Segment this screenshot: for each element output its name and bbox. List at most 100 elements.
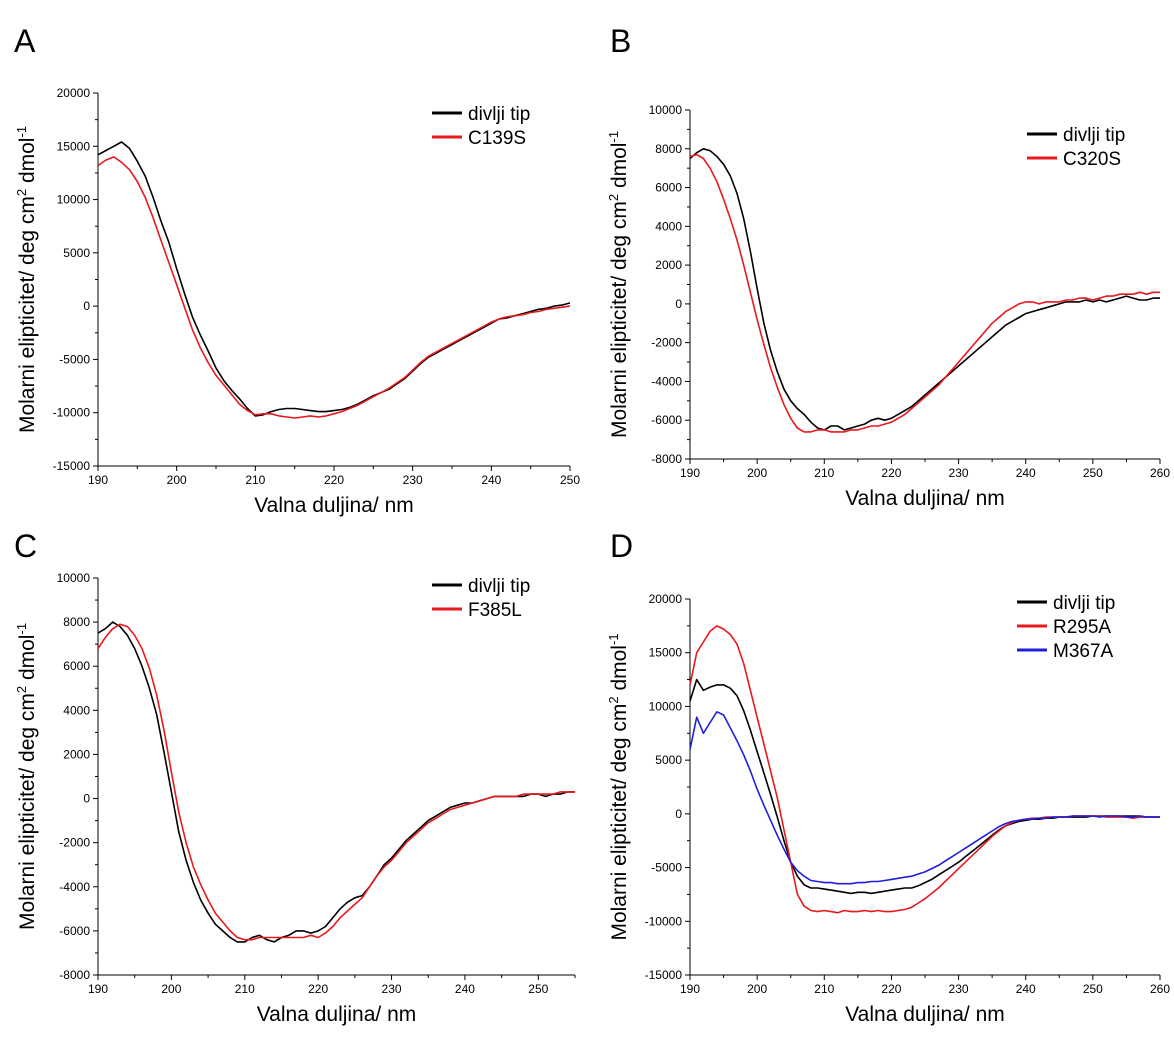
- y-tick-label: -8000: [59, 968, 90, 982]
- legend-label: divlji tip: [468, 576, 530, 597]
- y-axis-title: Molarni elipticitet/ deg cm2 dmol-1: [14, 126, 39, 433]
- x-tick-label: 190: [88, 982, 108, 996]
- y-tick-label: -5000: [651, 861, 682, 875]
- y-tick-label: -4000: [651, 374, 682, 388]
- y-tick-label: 8000: [655, 142, 682, 156]
- y-axis-title: Molarni elipticitet/ deg cm2 dmol-1: [606, 131, 631, 438]
- x-tick-label: 240: [481, 473, 501, 487]
- x-tick-label: 240: [1016, 466, 1036, 480]
- x-tick-label: 260: [1150, 982, 1170, 996]
- x-axis-title: Valna duljina/ nm: [845, 487, 1005, 510]
- y-axis-title: Molarni elipticitet/ deg cm2 dmol-1: [14, 623, 39, 930]
- x-tick-label: 210: [245, 473, 265, 487]
- y-tick-label: 0: [83, 299, 90, 313]
- y-axis-title: Molarni elipticitet/ deg cm2 dmol-1: [606, 633, 631, 940]
- x-tick-label: 240: [1016, 982, 1036, 996]
- series-line-m367a: [689, 710, 1160, 885]
- x-tick-label: 190: [88, 473, 108, 487]
- legend-label: R295A: [1053, 617, 1111, 638]
- y-axis-title-main: Molarni elipticitet/ deg cm: [608, 704, 631, 941]
- panel-letter: D: [610, 528, 633, 564]
- y-tick-label: -10000: [645, 914, 683, 928]
- series-line-f385l: [97, 623, 575, 941]
- x-tick-label: 210: [814, 466, 834, 480]
- x-axis-title: Valna duljina/ nm: [257, 1003, 417, 1026]
- x-tick-label: 200: [161, 982, 181, 996]
- y-tick-label: -2000: [651, 336, 682, 350]
- series-line-c320s: [689, 153, 1160, 433]
- x-tick-label: 200: [167, 473, 187, 487]
- y-tick-label: -8000: [651, 452, 682, 466]
- y-tick-label: 0: [675, 297, 682, 311]
- x-tick-label: 250: [528, 982, 548, 996]
- y-tick-label: -2000: [59, 836, 90, 850]
- y-tick-label: 0: [83, 792, 90, 806]
- chart-panel-c: C 190 200 210 220 230 240 250 -8000 -6000 -4000 -20…: [14, 528, 576, 1026]
- y-axis-title-unit: dmol: [16, 635, 39, 686]
- x-tick-label: 230: [403, 473, 423, 487]
- chart-panel-b: B 190 200 210 220 230 240 250 260 -8000 -6000 -4000…: [606, 23, 1170, 510]
- y-axis-title-unit: dmol: [608, 645, 631, 696]
- y-tick-label: 5000: [655, 753, 682, 767]
- y-tick-label: -6000: [59, 924, 90, 938]
- y-axis-title-main: Molarni elipticitet/ deg cm: [16, 196, 39, 433]
- y-axis-title-sup: -1: [606, 131, 621, 143]
- y-tick-label: 6000: [63, 659, 90, 673]
- y-tick-label: 2000: [655, 258, 682, 272]
- x-tick-label: 230: [382, 982, 402, 996]
- panel-letter: C: [14, 528, 37, 564]
- y-axis-title-unit: dmol: [608, 143, 631, 194]
- y-tick-label: 0: [675, 807, 682, 821]
- x-tick-label: 200: [747, 466, 767, 480]
- series-line-c139s: [97, 156, 571, 419]
- series-line-divlji-tip: [689, 148, 1160, 431]
- y-tick-label: 4000: [63, 703, 90, 717]
- y-axis-title-sup: -1: [14, 623, 29, 635]
- y-tick-label: -10000: [53, 406, 91, 420]
- y-tick-label: -15000: [53, 459, 91, 473]
- x-tick-label: 250: [1083, 466, 1103, 480]
- y-tick-label: 10000: [57, 193, 91, 207]
- series-line-divlji-tip: [689, 678, 1160, 895]
- y-tick-label: 15000: [57, 139, 91, 153]
- x-tick-label: 190: [680, 466, 700, 480]
- y-tick-label: 4000: [655, 219, 682, 233]
- x-tick-label: 250: [1083, 982, 1103, 996]
- x-tick-label: 260: [1150, 466, 1170, 480]
- legend-label: divlji tip: [1063, 125, 1125, 146]
- legend-label: divlji tip: [1053, 593, 1115, 614]
- x-tick-label: 200: [747, 982, 767, 996]
- y-tick-label: 15000: [649, 646, 683, 660]
- legend-label: M367A: [1053, 641, 1114, 662]
- y-axis-title-main: Molarni elipticitet/ deg cm: [16, 693, 39, 930]
- y-axis-title-unit: dmol: [16, 138, 39, 189]
- series-line-divlji-tip: [97, 141, 571, 417]
- y-tick-label: 20000: [57, 86, 91, 100]
- legend-label: F385L: [468, 600, 522, 621]
- x-tick-label: 210: [814, 982, 834, 996]
- y-tick-label: -4000: [59, 880, 90, 894]
- x-tick-label: 210: [235, 982, 255, 996]
- x-axis-title: Valna duljina/ nm: [254, 494, 414, 517]
- y-tick-label: -15000: [645, 968, 683, 982]
- x-tick-label: 190: [680, 982, 700, 996]
- y-axis-title-sup: 2: [606, 194, 621, 201]
- y-tick-label: 20000: [649, 592, 683, 606]
- y-axis-title-sup: -1: [14, 126, 29, 138]
- y-tick-label: 10000: [649, 699, 683, 713]
- panel-letter: A: [14, 23, 36, 59]
- x-tick-label: 230: [949, 466, 969, 480]
- y-tick-label: 6000: [655, 181, 682, 195]
- x-axis-title: Valna duljina/ nm: [845, 1003, 1005, 1026]
- x-tick-label: 220: [881, 466, 901, 480]
- y-axis-title-sup: 2: [606, 696, 621, 703]
- x-tick-label: 230: [949, 982, 969, 996]
- y-tick-label: 10000: [57, 571, 91, 585]
- y-axis-title-sup: 2: [14, 686, 29, 693]
- series-line-divlji-tip: [97, 621, 575, 943]
- y-axis-title-main: Molarni elipticitet/ deg cm: [608, 201, 631, 438]
- x-tick-label: 250: [560, 473, 580, 487]
